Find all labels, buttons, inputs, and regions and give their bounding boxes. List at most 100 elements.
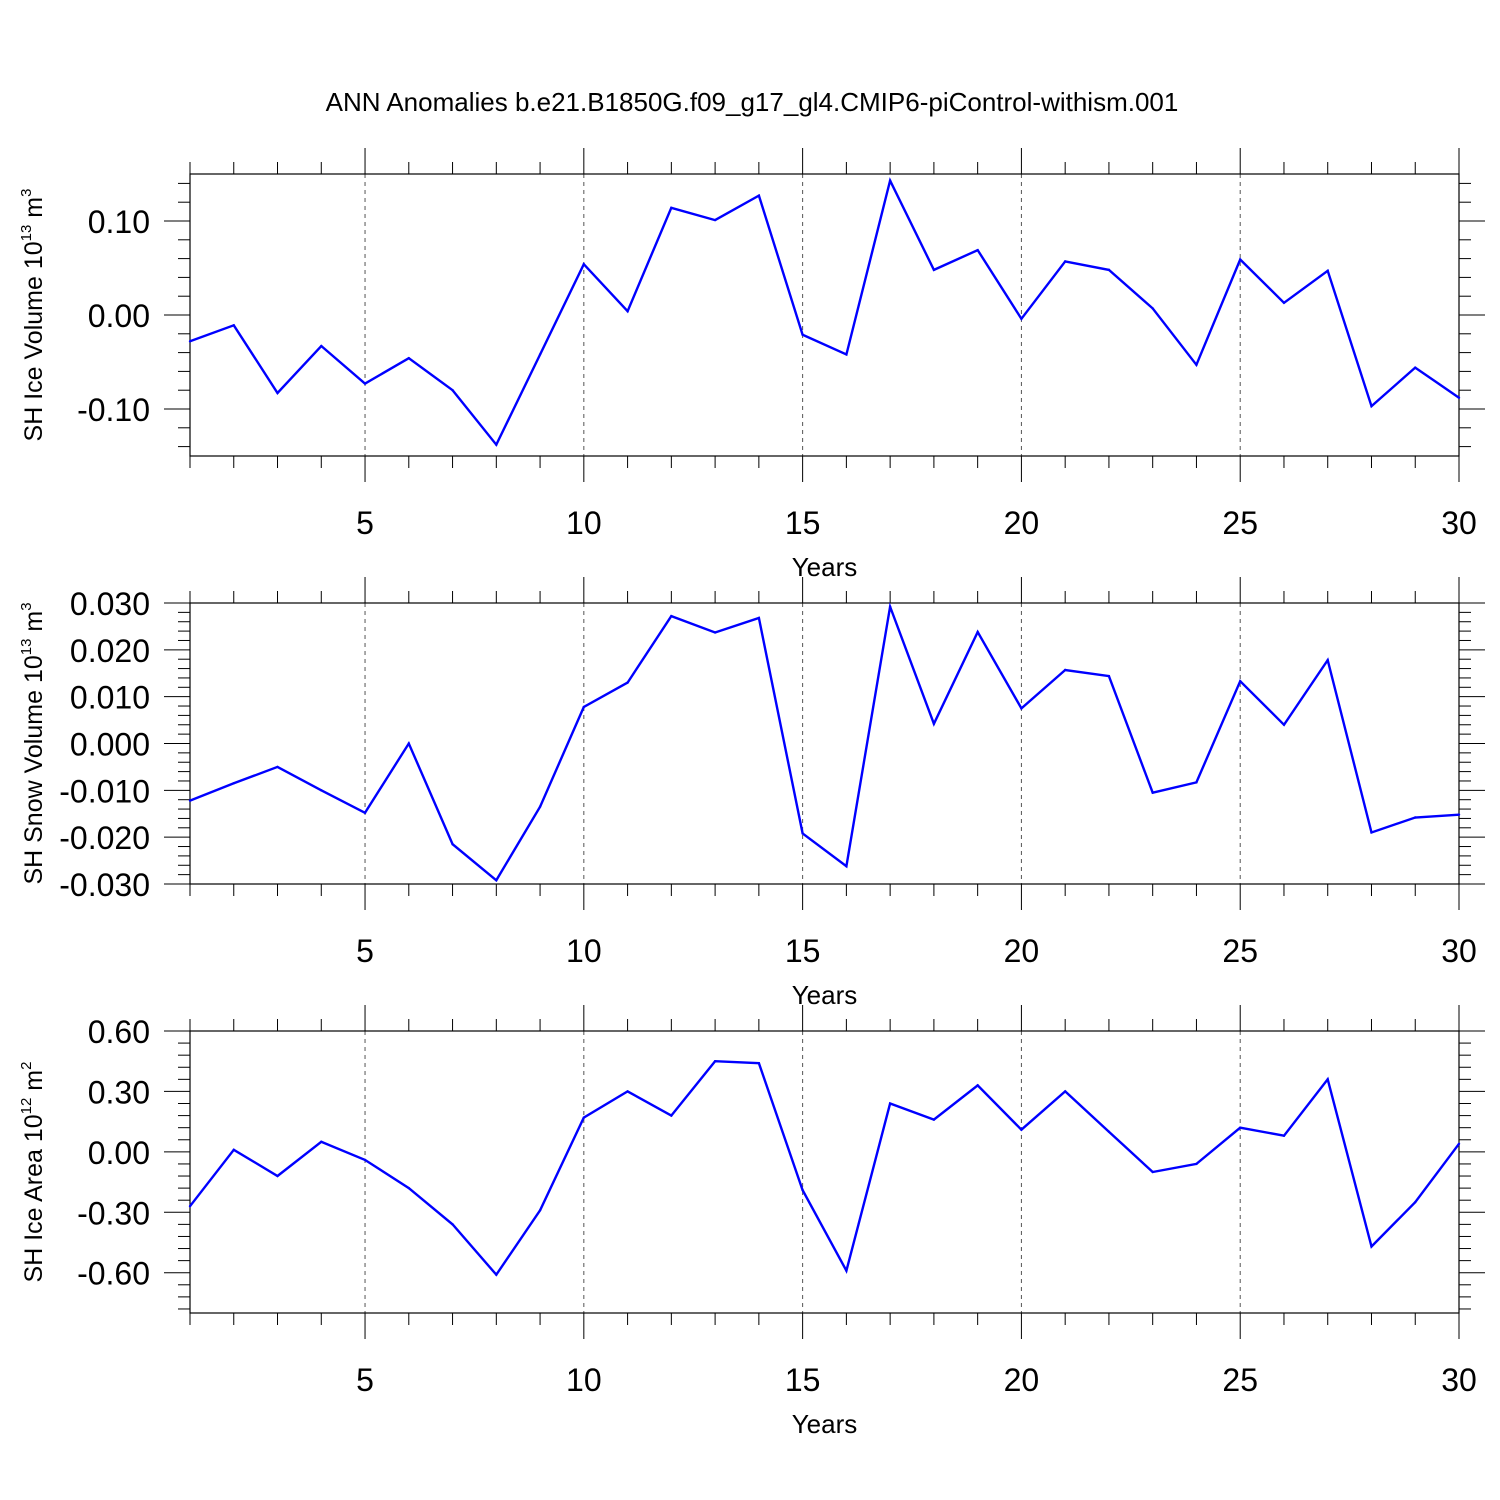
data-point: [713, 218, 717, 222]
data-point: [276, 391, 279, 395]
series-line: [189, 602, 1460, 883]
y-tick-label: 0.030: [70, 586, 150, 622]
x-tick-label: 20: [1004, 505, 1040, 541]
data-point: [582, 705, 586, 709]
x-tick-label: 10: [566, 505, 602, 541]
data-point: [363, 382, 367, 385]
data-point: [1020, 707, 1023, 710]
y-tick-label: 0.000: [70, 727, 150, 763]
data-point: [932, 1118, 936, 1121]
data-point: [801, 1188, 804, 1192]
y-axis-label-unit-exponent: 2: [18, 1062, 35, 1070]
data-point: [1326, 269, 1329, 273]
x-tick-label: 25: [1222, 1362, 1258, 1398]
data-point: [1370, 404, 1373, 408]
data-point: [932, 268, 936, 272]
data-point: [626, 681, 629, 684]
x-tick-label: 15: [785, 1362, 821, 1398]
data-point: [757, 194, 761, 197]
data-point: [188, 1205, 192, 1208]
series-line: [189, 177, 1460, 447]
data-point: [495, 443, 498, 446]
data-point: [320, 344, 323, 348]
x-tick-label: 20: [1004, 1362, 1040, 1398]
y-tick-label: 0.10: [88, 204, 150, 240]
y-axis-label-unit-exponent: 3: [18, 602, 35, 610]
x-tick-label: 30: [1441, 505, 1477, 541]
data-point: [1239, 1126, 1242, 1129]
y-tick-label: 0.010: [70, 680, 150, 716]
x-tick-label: 5: [356, 933, 374, 969]
x-tick-label: 5: [356, 1362, 374, 1398]
y-tick-label: 0.00: [88, 1135, 150, 1171]
y-axis-label-exponent: 12: [18, 1098, 35, 1115]
data-point: [1282, 301, 1286, 304]
data-point: [713, 1060, 717, 1063]
plot-frame: [189, 1030, 1460, 1314]
data-point: [495, 1273, 498, 1276]
x-tick-label: 20: [1004, 933, 1040, 969]
data-point: [845, 865, 848, 868]
y-axis-label-text: SH Ice Volume 10: [20, 241, 48, 441]
data-point: [1151, 1170, 1154, 1174]
y-axis-label-text: SH Snow Volume 10: [20, 655, 48, 884]
data-point: [626, 310, 629, 313]
data-point: [538, 353, 542, 356]
y-axis-label-text: SH Ice Area 10: [20, 1114, 48, 1282]
data-point: [1282, 723, 1286, 726]
data-point: [407, 357, 410, 360]
data-point: [845, 353, 848, 356]
data-point: [670, 206, 673, 210]
x-axis-label: Years: [792, 1409, 858, 1439]
y-axis-label-unit-exponent: 3: [18, 189, 35, 197]
data-point: [1370, 1245, 1373, 1248]
data-point: [1195, 781, 1198, 784]
data-point: [1457, 396, 1461, 399]
figure-title: ANN Anomalies b.e21.B1850G.f09_g17_gl4.C…: [326, 87, 1179, 117]
data-point: [407, 1186, 410, 1190]
data-point: [1414, 816, 1417, 819]
data-point: [1151, 791, 1154, 794]
y-tick-label: 0.60: [88, 1014, 150, 1050]
x-tick-label: 15: [785, 505, 821, 541]
data-point: [1239, 258, 1242, 261]
data-point: [845, 1269, 848, 1272]
x-tick-label: 10: [566, 933, 602, 969]
x-axis-label: Years: [792, 980, 858, 1010]
data-point: [1457, 813, 1461, 816]
data-point: [801, 333, 804, 336]
data-point: [451, 842, 454, 846]
data-point: [1326, 658, 1329, 662]
data-point: [451, 1223, 454, 1226]
data-point: [1063, 1090, 1067, 1093]
data-point: [713, 631, 717, 634]
x-tick-label: 15: [785, 933, 821, 969]
data-point: [932, 722, 936, 726]
data-point: [757, 616, 761, 620]
data-point: [1020, 1128, 1023, 1131]
data-point: [451, 389, 454, 392]
panel-2: 5 10 15 20 25 30 -0.030 -0.020 -0.010 0.000 0.010 0…: [18, 577, 1485, 1010]
y-tick-label: -0.30: [77, 1195, 150, 1231]
x-axis-label: Years: [792, 552, 858, 582]
data-point: [1107, 674, 1111, 678]
y-tick-label: -0.10: [77, 392, 150, 428]
data-point: [888, 1102, 892, 1105]
data-point: [276, 1174, 279, 1178]
data-point: [276, 765, 279, 769]
x-tick-label: 30: [1441, 933, 1477, 969]
y-axis-label: SH Snow Volume 1013 m3: [18, 602, 48, 884]
data-point: [757, 1062, 761, 1065]
data-point: [1063, 668, 1067, 672]
y-axis-label-unit: m: [20, 197, 48, 225]
x-tick-label: 25: [1222, 933, 1258, 969]
data-point: [1020, 317, 1023, 320]
data-point: [232, 1148, 235, 1152]
data-point: [976, 1084, 979, 1087]
data-point: [1370, 831, 1373, 834]
data-point: [1063, 260, 1067, 263]
data-point: [363, 811, 367, 815]
x-tick-label: 10: [566, 1362, 602, 1398]
data-point: [320, 1140, 323, 1143]
